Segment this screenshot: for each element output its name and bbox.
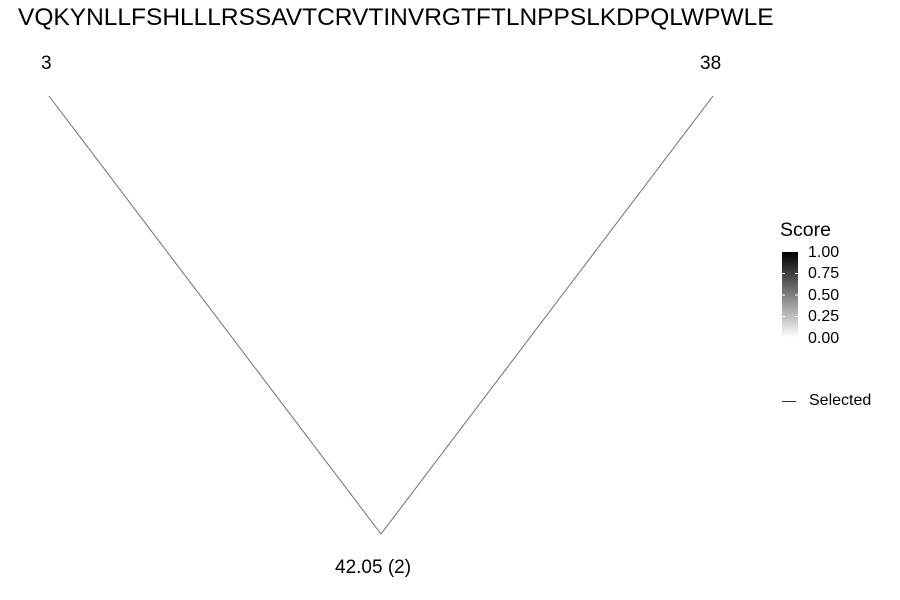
sequence-title: VQKYNLLFSHLLLRSSAVTCRVTINVRGTFTLNPPSLKDP… <box>18 4 774 31</box>
selected-line-swatch <box>782 400 796 402</box>
edge-right-line <box>380 95 714 535</box>
score-tick-label: 0.50 <box>808 287 840 304</box>
score-tick-label: 0.00 <box>808 330 840 347</box>
vertex-label-bottom: 42.05 (2) <box>335 557 412 578</box>
score-tick-label: 1.00 <box>808 244 840 261</box>
score-tick-label: 0.25 <box>808 308 840 325</box>
score-legend-title: Score <box>780 219 831 241</box>
score-tick-label: 0.75 <box>808 265 840 282</box>
selected-legend: Selected <box>780 392 871 410</box>
vertex-label-right: 38 <box>700 53 722 74</box>
score-colorbar <box>782 252 798 338</box>
selected-legend-label: Selected <box>809 392 872 409</box>
edge-left-line <box>48 95 382 535</box>
score-legend: Score 1.00 0.75 0.50 0.25 0.00 <box>780 219 839 347</box>
vertex-label-left: 3 <box>41 53 52 74</box>
